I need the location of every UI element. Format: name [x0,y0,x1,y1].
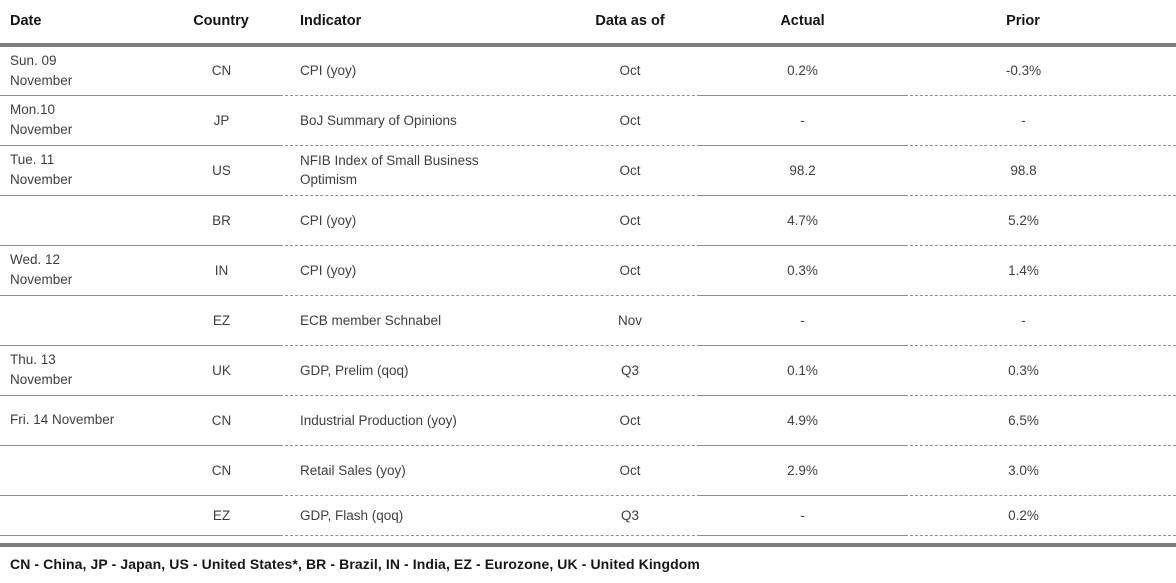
date-cell: Fri. 14 November [0,395,180,446]
prior-cell: - [905,295,1176,346]
prior-cell: 1.4% [905,245,1176,296]
table-row: Fri. 14 November CN Industrial Production … [0,395,1176,446]
indicator-cell: BoJ Summary of Opinions [280,95,560,146]
date-cell [0,195,180,246]
actual-cell: 0.1% [700,345,905,396]
indicator-cell: CPI (yoy) [280,195,560,246]
actual-cell: 98.2 [700,145,905,196]
indicator-cell: CPI (yoy) [280,245,560,296]
country-legend: CN - China, JP - Japan, US - United Stat… [10,555,700,572]
prior-cell: 5.2% [905,195,1176,246]
data-as-of-cell: Oct [560,145,700,196]
country-cell: JP [180,95,280,146]
table-row: CN Retail Sales (yoy) Oct 2.9% 3.0% [0,445,1176,496]
data-as-of-cell: Oct [560,95,700,146]
date-cell: Mon.10 November [0,95,180,146]
table-row: Tue. 11 November US NFIB Index of Small Bu… [0,145,1176,196]
country-cell: CN [180,445,280,496]
date-cell [0,295,180,346]
actual-cell: 2.9% [700,445,905,496]
country-cell: IN [180,245,280,296]
column-header-data-as-of: Data as of [560,0,700,47]
date-cell: Thu. 13 November [0,345,180,396]
table-row: Thu. 13 November UK GDP, Prelim (qoq) Q3 0.1… [0,345,1176,396]
data-as-of-cell: Oct [560,445,700,496]
country-cell: BR [180,195,280,246]
date-cell: Tue. 11 November [0,145,180,196]
country-cell: CN [180,45,280,96]
actual-cell: - [700,95,905,146]
prior-cell: 6.5% [905,395,1176,446]
column-header-prior: Prior [905,0,1176,47]
date-cell: Wed. 12 November [0,245,180,296]
data-as-of-cell: Oct [560,45,700,96]
data-as-of-cell: Oct [560,245,700,296]
column-header-date: Date [0,0,180,47]
date-cell: Sun. 09 November [0,45,180,96]
actual-cell: 4.9% [700,395,905,446]
actual-cell: 0.3% [700,245,905,296]
column-header-country: Country [180,0,280,47]
table-row: EZ ECB member Schnabel Nov - - [0,295,1176,346]
country-cell: EZ [180,295,280,346]
actual-cell: - [700,495,905,536]
column-header-indicator: Indicator [280,0,560,47]
indicator-cell: Industrial Production (yoy) [280,395,560,446]
indicator-cell: ECB member Schnabel [280,295,560,346]
prior-cell: 0.3% [905,345,1176,396]
footer-divider [0,542,1176,547]
header-row: Date Country Indicator Data as of Actual… [0,0,1176,47]
actual-cell: 0.2% [700,45,905,96]
data-as-of-cell: Oct [560,195,700,246]
date-cell [0,495,180,536]
country-cell: EZ [180,495,280,536]
table-row: Wed. 12 November IN CPI (yoy) Oct 0.3% 1.4% [0,245,1176,296]
indicator-cell: CPI (yoy) [280,45,560,96]
table-row: EZ GDP, Flash (qoq) Q3-0.2% [0,495,1176,536]
indicator-cell: NFIB Index of Small Business Optimism [280,145,560,196]
prior-cell: 98.8 [905,145,1176,196]
table-row: Sun. 09 November CN CPI (yoy) Oct 0.2% -0.3% [0,45,1176,96]
table-row: BR CPI (yoy) Oct 4.7% 5.2% [0,195,1176,246]
table-row: Mon.10 November JP BoJ Summary of Opinions… [0,95,1176,146]
country-cell: US [180,145,280,196]
data-as-of-cell: Nov [560,295,700,346]
data-as-of-cell: Q3 [560,495,700,536]
actual-cell: 4.7% [700,195,905,246]
prior-cell: 3.0% [905,445,1176,496]
actual-cell: - [700,295,905,346]
column-header-actual: Actual [700,0,905,47]
prior-cell: - [905,95,1176,146]
country-cell: UK [180,345,280,396]
indicator-cell: GDP, Prelim (qoq) [280,345,560,396]
country-cell: CN [180,395,280,446]
prior-cell: -0.3% [905,45,1176,96]
data-as-of-cell: Q3 [560,345,700,396]
economic-calendar-table: Date Country Indicator Data as of Actual… [0,0,1176,536]
indicator-cell: GDP, Flash (qoq) [280,495,560,536]
data-as-of-cell: Oct [560,395,700,446]
date-cell [0,445,180,496]
indicator-cell: Retail Sales (yoy) [280,445,560,496]
prior-cell: 0.2% [905,495,1176,536]
